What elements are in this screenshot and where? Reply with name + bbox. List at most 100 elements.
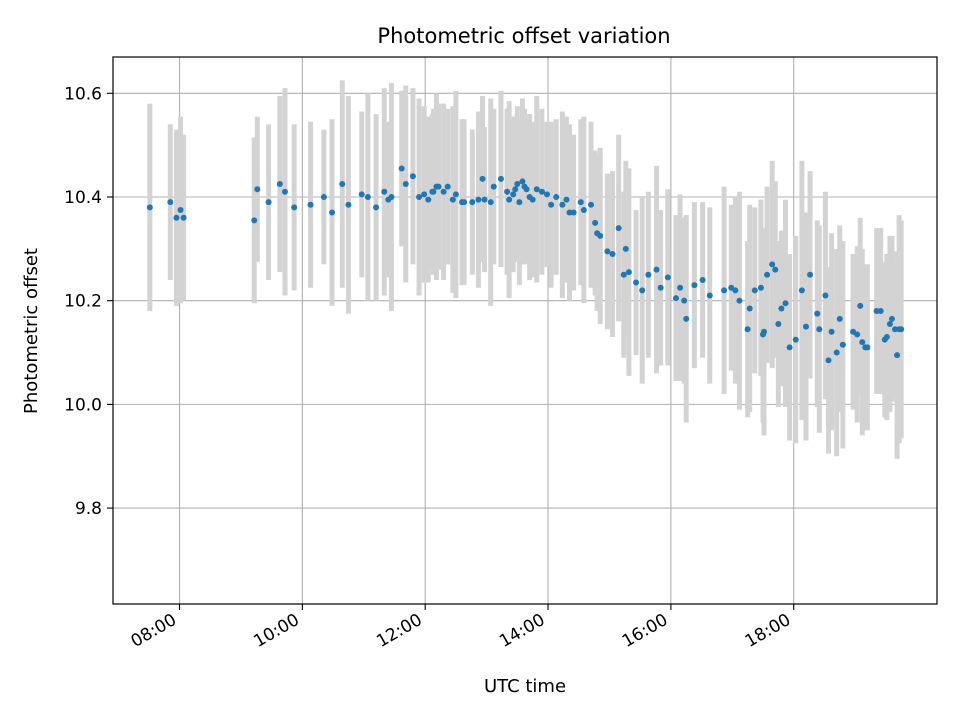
x-tick-label: 08:00 xyxy=(128,610,180,652)
data-point xyxy=(167,199,174,206)
data-point xyxy=(329,209,336,216)
data-point xyxy=(877,308,884,315)
data-point xyxy=(883,333,890,340)
x-axis-label: UTC time xyxy=(484,676,566,697)
data-point xyxy=(388,193,395,200)
data-point xyxy=(173,214,180,221)
data-point xyxy=(775,321,782,328)
data-point xyxy=(523,186,530,193)
data-point xyxy=(744,326,751,333)
data-point xyxy=(683,315,690,322)
data-point xyxy=(469,199,476,206)
data-point xyxy=(792,336,799,343)
data-point xyxy=(757,284,764,291)
data-point xyxy=(553,193,560,200)
data-point xyxy=(559,201,566,208)
data-points xyxy=(146,165,905,364)
data-point xyxy=(653,266,660,273)
data-point xyxy=(146,204,153,211)
data-point xyxy=(577,199,584,206)
data-point xyxy=(736,297,743,304)
data-point xyxy=(402,181,409,188)
data-point xyxy=(898,326,905,333)
data-point xyxy=(888,315,895,322)
y-tick-label: 9.8 xyxy=(75,499,102,519)
x-axis-ticks: 08:00 10:00 12:00 14:00 16:00 18:00 xyxy=(128,604,795,652)
data-point xyxy=(364,193,371,200)
data-point xyxy=(706,292,713,299)
data-point xyxy=(732,287,739,294)
data-point xyxy=(345,201,352,208)
data-point xyxy=(514,181,521,188)
data-point xyxy=(358,191,365,198)
data-point xyxy=(814,310,821,317)
data-point xyxy=(778,305,785,312)
data-point xyxy=(421,191,428,198)
data-point xyxy=(307,201,314,208)
data-point xyxy=(588,201,595,208)
data-point xyxy=(254,186,261,193)
x-tick-label: 14:00 xyxy=(496,610,548,652)
y-tick-label: 10.0 xyxy=(64,395,102,415)
data-point xyxy=(633,279,640,286)
data-point xyxy=(516,199,523,206)
data-point xyxy=(609,251,616,258)
data-point xyxy=(475,196,482,203)
data-point xyxy=(639,287,646,294)
data-point xyxy=(822,292,829,299)
data-point xyxy=(281,188,288,195)
data-point xyxy=(691,282,698,289)
y-tick-label: 10.2 xyxy=(64,292,102,312)
data-point xyxy=(839,341,846,348)
data-point xyxy=(544,191,551,198)
data-point xyxy=(746,305,753,312)
data-point xyxy=(782,300,789,307)
data-point xyxy=(620,271,627,278)
data-point xyxy=(798,287,805,294)
data-point xyxy=(479,175,486,182)
data-point xyxy=(894,352,901,359)
data-point xyxy=(657,284,664,291)
data-point xyxy=(490,183,497,190)
data-point xyxy=(265,199,272,206)
data-point xyxy=(772,266,779,273)
data-point xyxy=(751,287,758,294)
data-point xyxy=(825,357,832,364)
data-point xyxy=(430,188,437,195)
data-point xyxy=(786,344,793,351)
plot-frame xyxy=(112,56,938,605)
data-point xyxy=(615,225,622,232)
data-point xyxy=(597,232,604,239)
data-point xyxy=(854,331,861,338)
data-point xyxy=(802,323,809,330)
data-point xyxy=(836,315,843,322)
data-point xyxy=(699,276,706,283)
data-point xyxy=(416,193,423,200)
data-point xyxy=(563,196,570,203)
data-point xyxy=(886,321,893,328)
data-point xyxy=(180,214,187,221)
data-point xyxy=(681,297,688,304)
data-point xyxy=(592,219,599,226)
chart-title: Photometric offset variation xyxy=(377,24,670,48)
data-point xyxy=(519,178,526,185)
data-point xyxy=(409,173,416,180)
data-point xyxy=(381,188,388,195)
data-point xyxy=(533,186,540,193)
data-point xyxy=(764,271,771,278)
data-point xyxy=(864,344,871,351)
data-point xyxy=(276,181,283,188)
data-point xyxy=(816,326,823,333)
y-tick-label: 10.4 xyxy=(64,188,102,208)
data-point xyxy=(807,271,814,278)
data-point xyxy=(504,188,511,195)
data-point xyxy=(672,295,679,302)
data-point xyxy=(645,271,652,278)
data-point xyxy=(291,204,298,211)
data-point xyxy=(497,175,504,182)
data-point xyxy=(677,284,684,291)
data-point xyxy=(440,188,447,195)
data-point xyxy=(425,196,432,203)
